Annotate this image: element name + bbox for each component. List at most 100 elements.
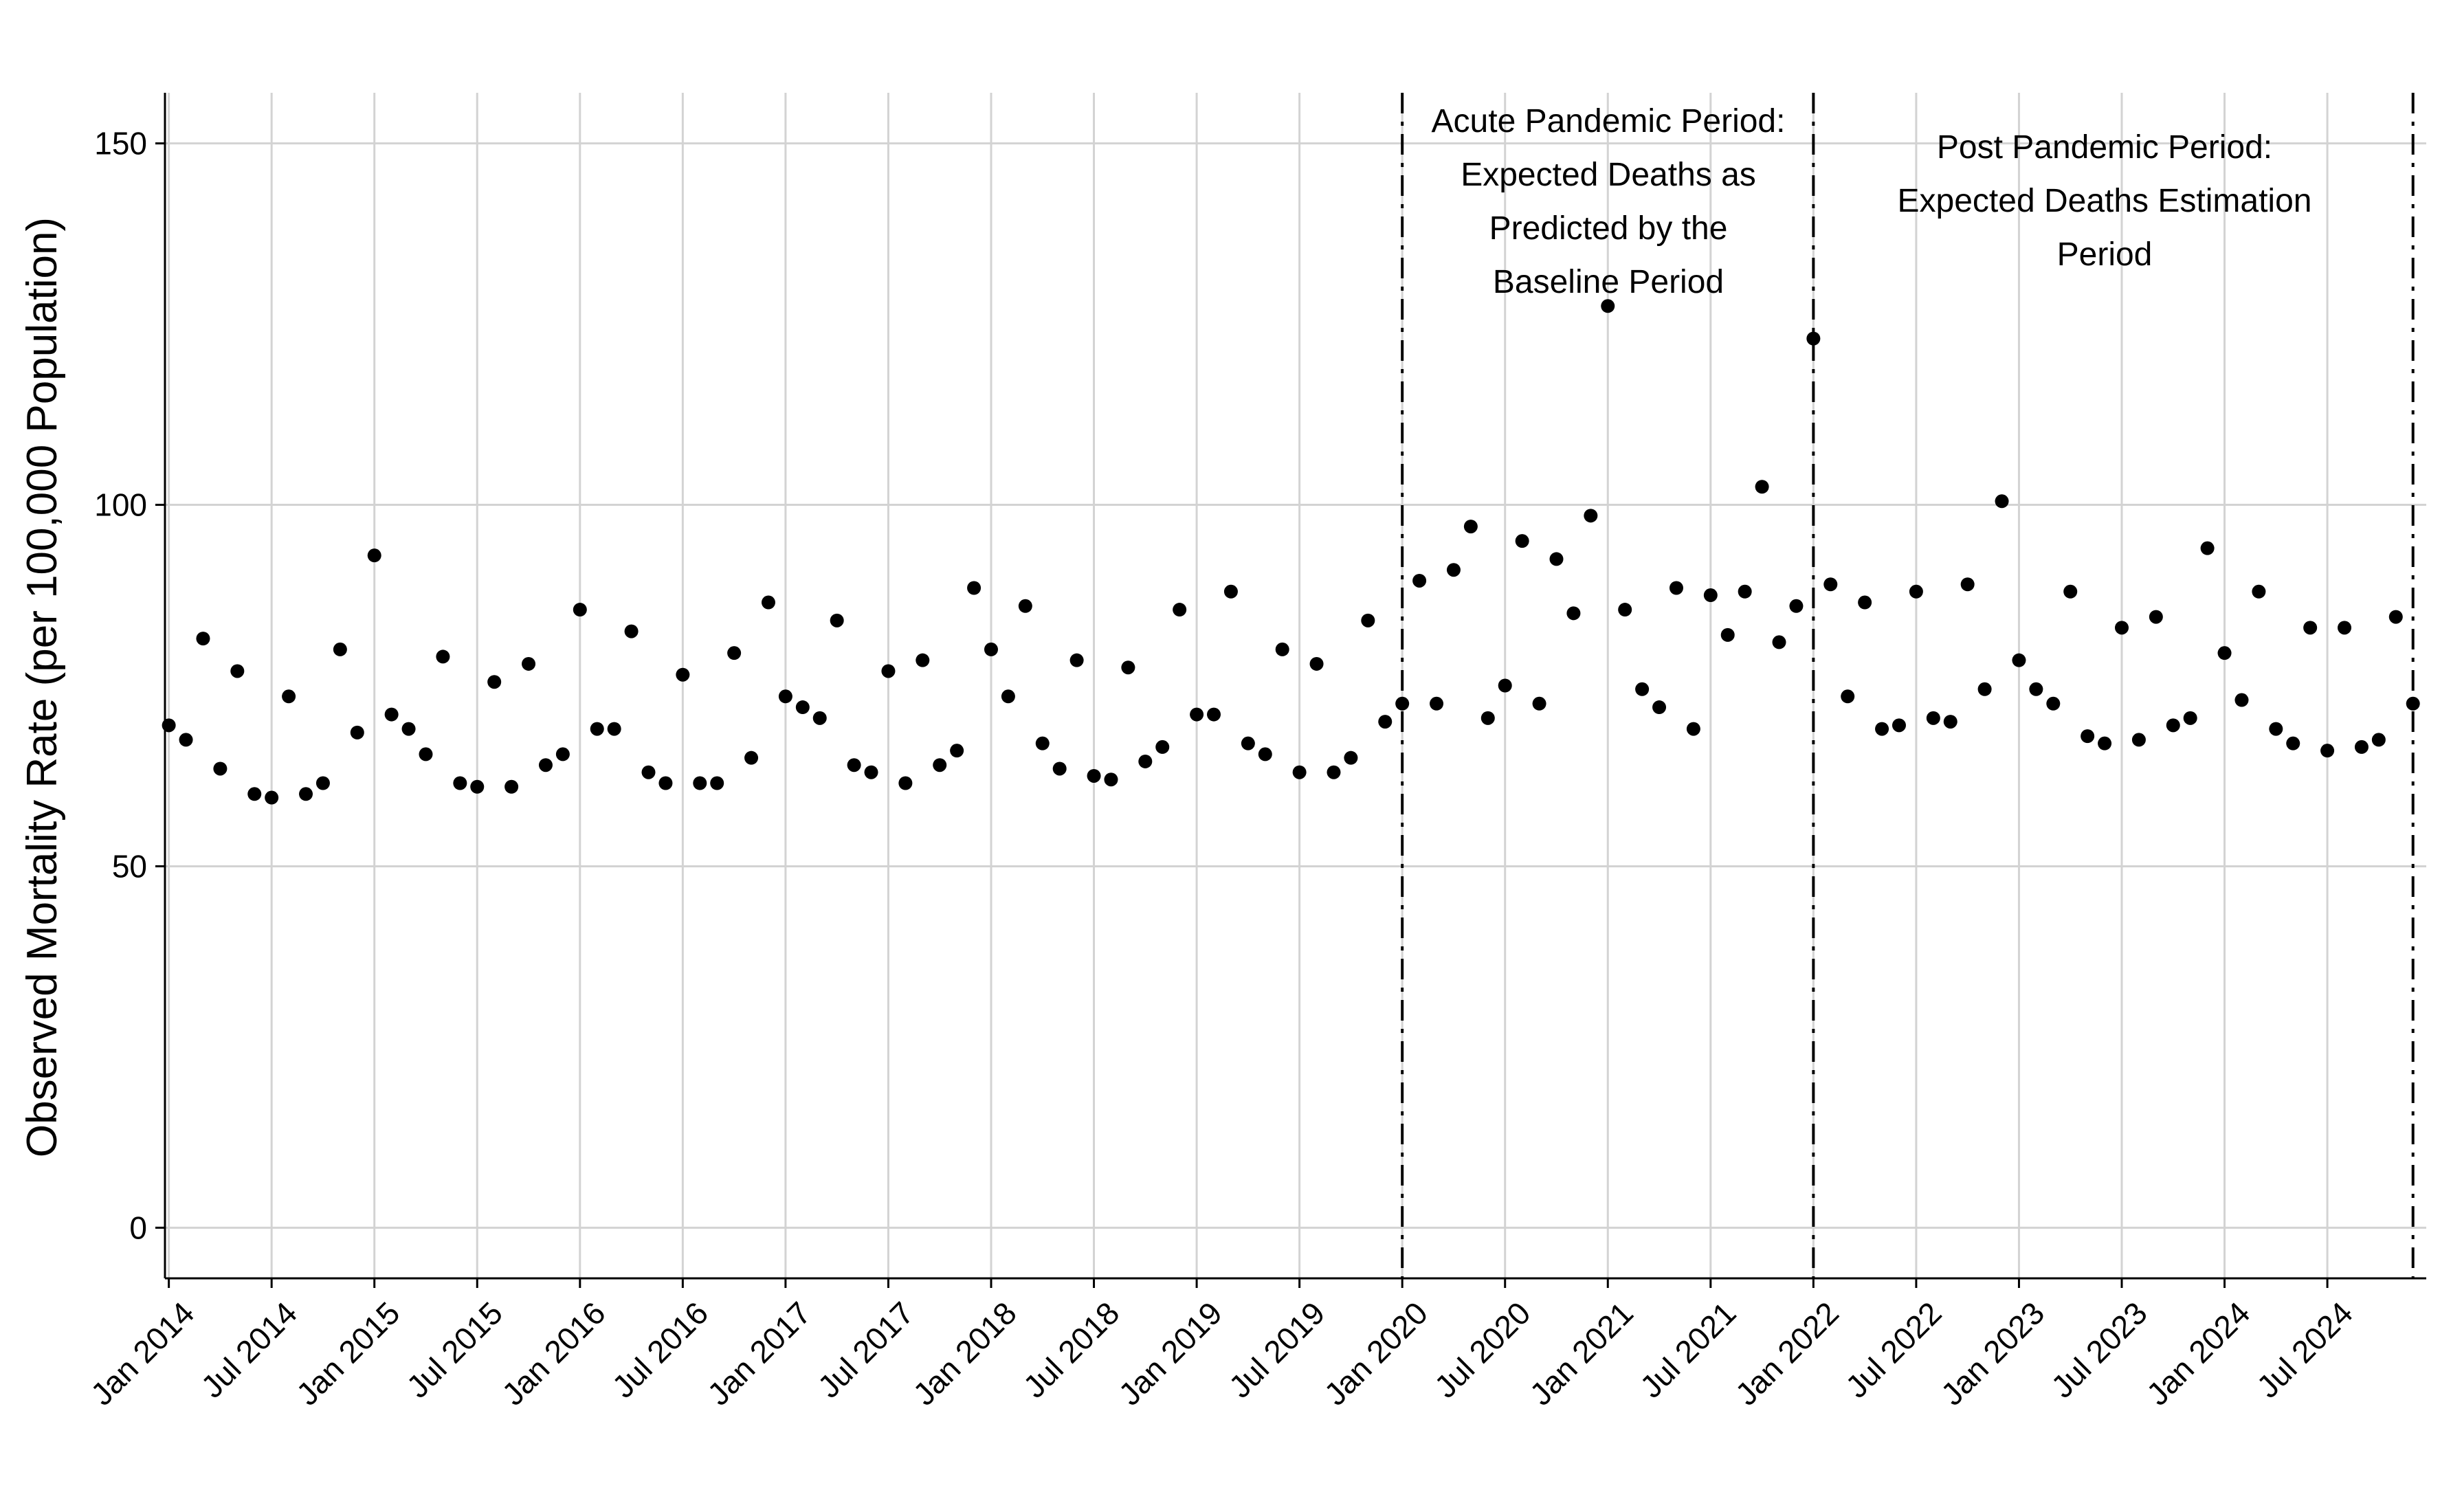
data-point — [2269, 722, 2283, 736]
data-point — [470, 779, 485, 794]
data-point — [2183, 711, 2197, 725]
data-point — [1995, 494, 2009, 509]
annotation-line: Acute Pandemic Period: — [1432, 103, 1786, 140]
x-tick-label: Jan 2014 — [84, 1295, 201, 1412]
data-point — [179, 733, 193, 747]
data-point — [1395, 696, 1410, 711]
data-point — [1001, 689, 1015, 704]
data-point — [1292, 765, 1307, 779]
data-point — [1652, 700, 1667, 715]
data-point — [744, 751, 759, 765]
x-tick-label: Jan 2024 — [2140, 1295, 2257, 1412]
data-point — [1635, 682, 1650, 696]
data-point — [2338, 621, 2352, 635]
data-point — [2406, 696, 2420, 711]
x-tick-label: Jul 2016 — [605, 1295, 715, 1405]
data-point — [2029, 682, 2043, 696]
data-point — [1977, 682, 1992, 696]
data-point — [2252, 584, 2266, 599]
data-point — [1275, 642, 1289, 656]
data-point — [641, 765, 656, 779]
data-point — [1823, 577, 1838, 592]
data-point — [778, 689, 792, 704]
data-point — [384, 707, 399, 722]
data-point — [1361, 613, 1375, 627]
data-point — [538, 758, 553, 772]
data-point — [487, 675, 502, 689]
data-points — [162, 299, 2420, 805]
annotation-line: Predicted by the — [1489, 210, 1728, 247]
data-point — [419, 747, 433, 761]
data-point — [1018, 599, 1032, 613]
data-point — [950, 744, 964, 758]
data-point — [265, 790, 279, 805]
data-point — [1498, 678, 1512, 693]
data-point — [916, 653, 930, 667]
data-point — [1806, 331, 1821, 346]
y-tick-label: 100 — [94, 487, 147, 523]
data-point — [1720, 627, 1735, 642]
data-point — [2200, 541, 2215, 555]
data-point — [898, 776, 913, 790]
data-point — [2149, 610, 2163, 624]
annotation-line: Period — [2057, 236, 2153, 273]
data-point — [1909, 584, 1923, 599]
data-point — [1035, 736, 1050, 751]
x-tick-label: Jul 2023 — [2044, 1295, 2154, 1405]
x-tick-label: Jul 2022 — [1839, 1295, 1949, 1405]
data-point — [1738, 584, 1752, 599]
data-point — [1052, 761, 1067, 776]
data-point — [2286, 736, 2300, 751]
data-point — [2166, 718, 2180, 733]
data-point — [2012, 653, 2026, 667]
data-point — [2063, 584, 2078, 599]
data-point — [1549, 552, 1564, 566]
data-point — [1584, 509, 1598, 523]
x-tick-label: Jan 2019 — [1111, 1295, 1229, 1412]
data-point — [1960, 577, 1975, 592]
y-tick-label: 50 — [112, 848, 147, 884]
data-point — [2234, 693, 2249, 707]
data-point — [573, 603, 587, 617]
data-point — [282, 689, 296, 704]
data-point — [795, 700, 810, 715]
x-tick-label: Jul 2015 — [399, 1295, 509, 1405]
period-divider-lines — [1401, 93, 2415, 1278]
annotation-line: Expected Deaths as — [1461, 157, 1756, 193]
data-point — [830, 613, 844, 627]
y-tick-label: 0 — [129, 1210, 147, 1245]
data-point — [1430, 696, 1444, 711]
x-tick-label: Jul 2024 — [2250, 1295, 2360, 1405]
data-point — [1327, 765, 1341, 779]
data-point — [2388, 610, 2403, 624]
data-point — [2114, 621, 2129, 635]
data-point — [1446, 563, 1461, 577]
data-point — [1669, 581, 1683, 595]
data-point — [401, 722, 416, 736]
data-point — [2354, 740, 2369, 754]
data-point — [984, 642, 998, 656]
data-point — [590, 722, 604, 736]
data-point — [1344, 751, 1358, 765]
data-point — [555, 747, 570, 761]
y-ticks: 0 50 100 150 — [94, 126, 165, 1245]
data-point — [522, 656, 536, 671]
data-point — [196, 632, 210, 646]
x-tick-label: Jan 2022 — [1729, 1295, 1846, 1412]
x-tick-label: Jul 2021 — [1633, 1295, 1743, 1405]
x-tick-label: Jan 2021 — [1522, 1295, 1640, 1412]
data-point — [315, 776, 330, 790]
data-point — [710, 776, 724, 790]
data-point — [1566, 606, 1581, 621]
data-point — [350, 725, 364, 740]
data-point — [2217, 646, 2232, 660]
x-tick-label: Jan 2017 — [700, 1295, 818, 1412]
data-point — [1087, 768, 1101, 783]
data-point — [1241, 736, 1255, 751]
data-point — [1841, 689, 1855, 704]
data-point — [1463, 520, 1478, 534]
data-point — [2046, 696, 2061, 711]
data-point — [453, 776, 467, 790]
data-point — [1515, 534, 1529, 548]
